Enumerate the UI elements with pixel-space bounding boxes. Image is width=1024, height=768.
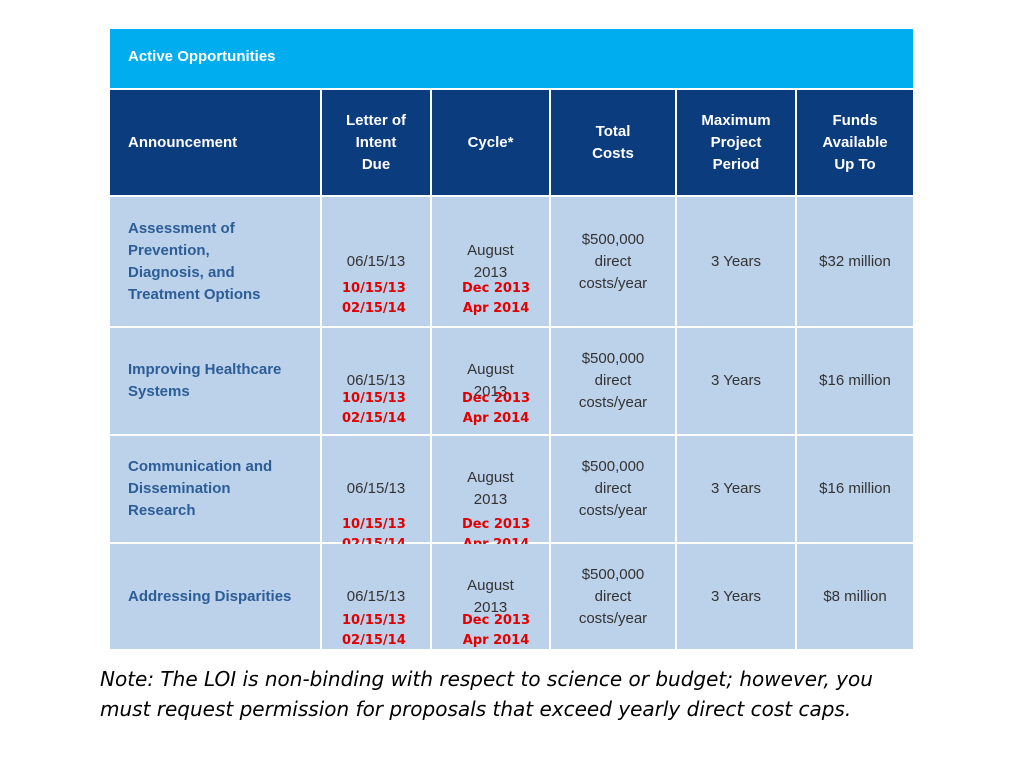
- cycle-cell: August 2013: [432, 544, 549, 649]
- loi-due-cell: 06/15/13: [322, 436, 430, 542]
- added-loi-dates: 10/15/13 02/15/14: [342, 613, 406, 648]
- total-costs-cell: $500,000 direct costs/year: [551, 436, 675, 542]
- header-loi-due: Letter of Intent Due: [322, 90, 430, 195]
- footnote: Note: The LOI is non-binding with respec…: [100, 667, 873, 721]
- header-funds: Funds Available Up To: [797, 90, 913, 195]
- added-loi-dates: 10/15/13 02/15/14: [342, 391, 406, 426]
- max-period-cell: 3 Years: [677, 544, 795, 649]
- funds-cell: $16 million: [797, 436, 913, 542]
- total-costs-cell: $500,000 direct costs/year: [551, 328, 675, 434]
- header-announcement: Announcement: [110, 90, 320, 195]
- header-total-costs: Total Costs: [551, 90, 675, 195]
- added-cycle-dates: Dec 2013 Apr 2014: [462, 613, 531, 648]
- cycle-cell: August 2013: [432, 197, 549, 326]
- header-cycle: Cycle*: [432, 90, 549, 195]
- announcement-cell: Assessment of Prevention, Diagnosis, and…: [110, 197, 320, 326]
- table-title-bar: Active Opportunities: [110, 29, 913, 88]
- added-cycle-dates: Dec 2013 Apr 2014: [462, 281, 531, 316]
- announcement-cell: Communication and Dissemination Research: [110, 436, 320, 542]
- announcement-cell: Improving Healthcare Systems: [110, 328, 320, 434]
- funds-cell: $8 million: [797, 544, 913, 649]
- total-costs-cell: $500,000 direct costs/year: [551, 544, 675, 649]
- funds-cell: $32 million: [797, 197, 913, 326]
- loi-due-cell: 06/15/13: [322, 197, 430, 326]
- funds-cell: $16 million: [797, 328, 913, 434]
- announcement-cell: Addressing Disparities: [110, 544, 320, 649]
- total-costs-cell: $500,000 direct costs/year: [551, 197, 675, 326]
- cycle-cell: August 2013: [432, 328, 549, 434]
- max-period-cell: 3 Years: [677, 436, 795, 542]
- table-title: Active Opportunities: [128, 48, 276, 65]
- header-max-period: Maximum Project Period: [677, 90, 795, 195]
- added-cycle-dates: Dec 2013 Apr 2014: [462, 391, 531, 426]
- max-period-cell: 3 Years: [677, 197, 795, 326]
- cycle-cell: August 2013: [432, 436, 549, 542]
- added-loi-dates: 10/15/13 02/15/14: [342, 281, 406, 316]
- max-period-cell: 3 Years: [677, 328, 795, 434]
- opportunities-table: Active Opportunities Announcement Letter …: [110, 29, 913, 649]
- loi-due-cell: 06/15/13: [322, 328, 430, 434]
- loi-due-cell: 06/15/13: [322, 544, 430, 649]
